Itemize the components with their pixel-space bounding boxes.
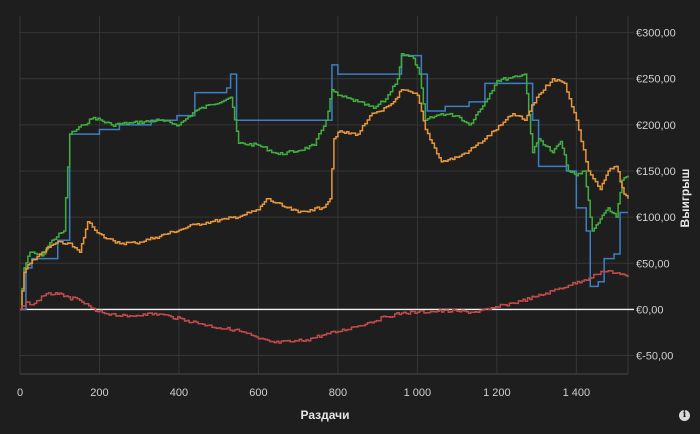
y-tick-label: €150,00 [636,166,676,178]
series-line-2 [20,53,629,311]
x-tick-label: 200 [90,387,108,399]
x-tick-label: 1 000 [404,387,432,399]
x-axis-ticks: 0 200 400 600 800 1 000 1 200 1 400 [17,387,590,399]
x-tick-label: 1 200 [483,387,511,399]
series-line-4 [20,269,629,344]
y-tick-label: €-50,00 [636,351,673,363]
chart-grid [19,16,634,375]
y-tick-label: €100,00 [636,212,676,224]
series-line-3 [20,77,629,311]
y-tick-label: €200,00 [636,120,676,132]
x-axis-title: Раздачи [301,408,350,422]
info-icon[interactable]: i [679,410,690,421]
x-tick-label: 400 [170,387,188,399]
y-tick-label: €250,00 [636,74,676,86]
x-tick-label: 0 [17,387,23,399]
y-tick-label: €0,00 [636,304,664,316]
series-line-1 [20,54,628,311]
chart-series-layer [20,53,629,344]
x-tick-label: 600 [249,387,267,399]
y-axis-title: Выигрыш [678,169,692,228]
y-tick-label: €50,00 [636,258,670,270]
x-tick-label: 1 400 [563,387,591,399]
y-axis-ticks: €300,00 €250,00 €200,00 €150,00 €100,00 €50,0… [636,28,676,363]
y-tick-label: €300,00 [636,28,676,40]
x-tick-label: 800 [329,387,347,399]
